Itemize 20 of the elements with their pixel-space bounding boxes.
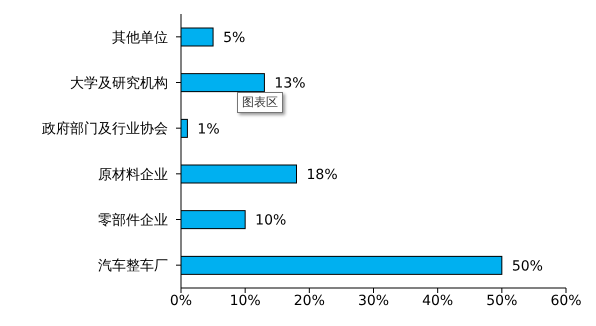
- x-tick-label: 40%: [422, 292, 454, 309]
- x-tick-label: 30%: [358, 292, 390, 309]
- y-tick-label: 其他单位: [112, 30, 168, 46]
- x-tick-label: 10%: [230, 292, 261, 309]
- x-tick-label: 50%: [486, 292, 518, 309]
- x-tick-label: 20%: [294, 292, 325, 309]
- x-tick-label: 0%: [170, 292, 192, 309]
- data-label: 18%: [306, 166, 338, 183]
- annotation: 图表区: [237, 92, 283, 113]
- data-label: 13%: [274, 76, 306, 92]
- data-label: 1%: [197, 121, 220, 138]
- y-tick-label: 大学及研究机构: [70, 75, 168, 92]
- y-tick-label: 汽车整车厂: [98, 258, 168, 274]
- data-label: 5%: [223, 30, 246, 46]
- data-label: 50%: [512, 258, 543, 274]
- data-label: 10%: [255, 212, 286, 229]
- y-tick-label: 零部件企业: [98, 212, 168, 228]
- x-tick-label: 60%: [550, 292, 582, 309]
- y-tick-label: 原材料企业: [98, 166, 168, 183]
- y-tick-label: 政府部门及行业协会: [42, 121, 168, 138]
